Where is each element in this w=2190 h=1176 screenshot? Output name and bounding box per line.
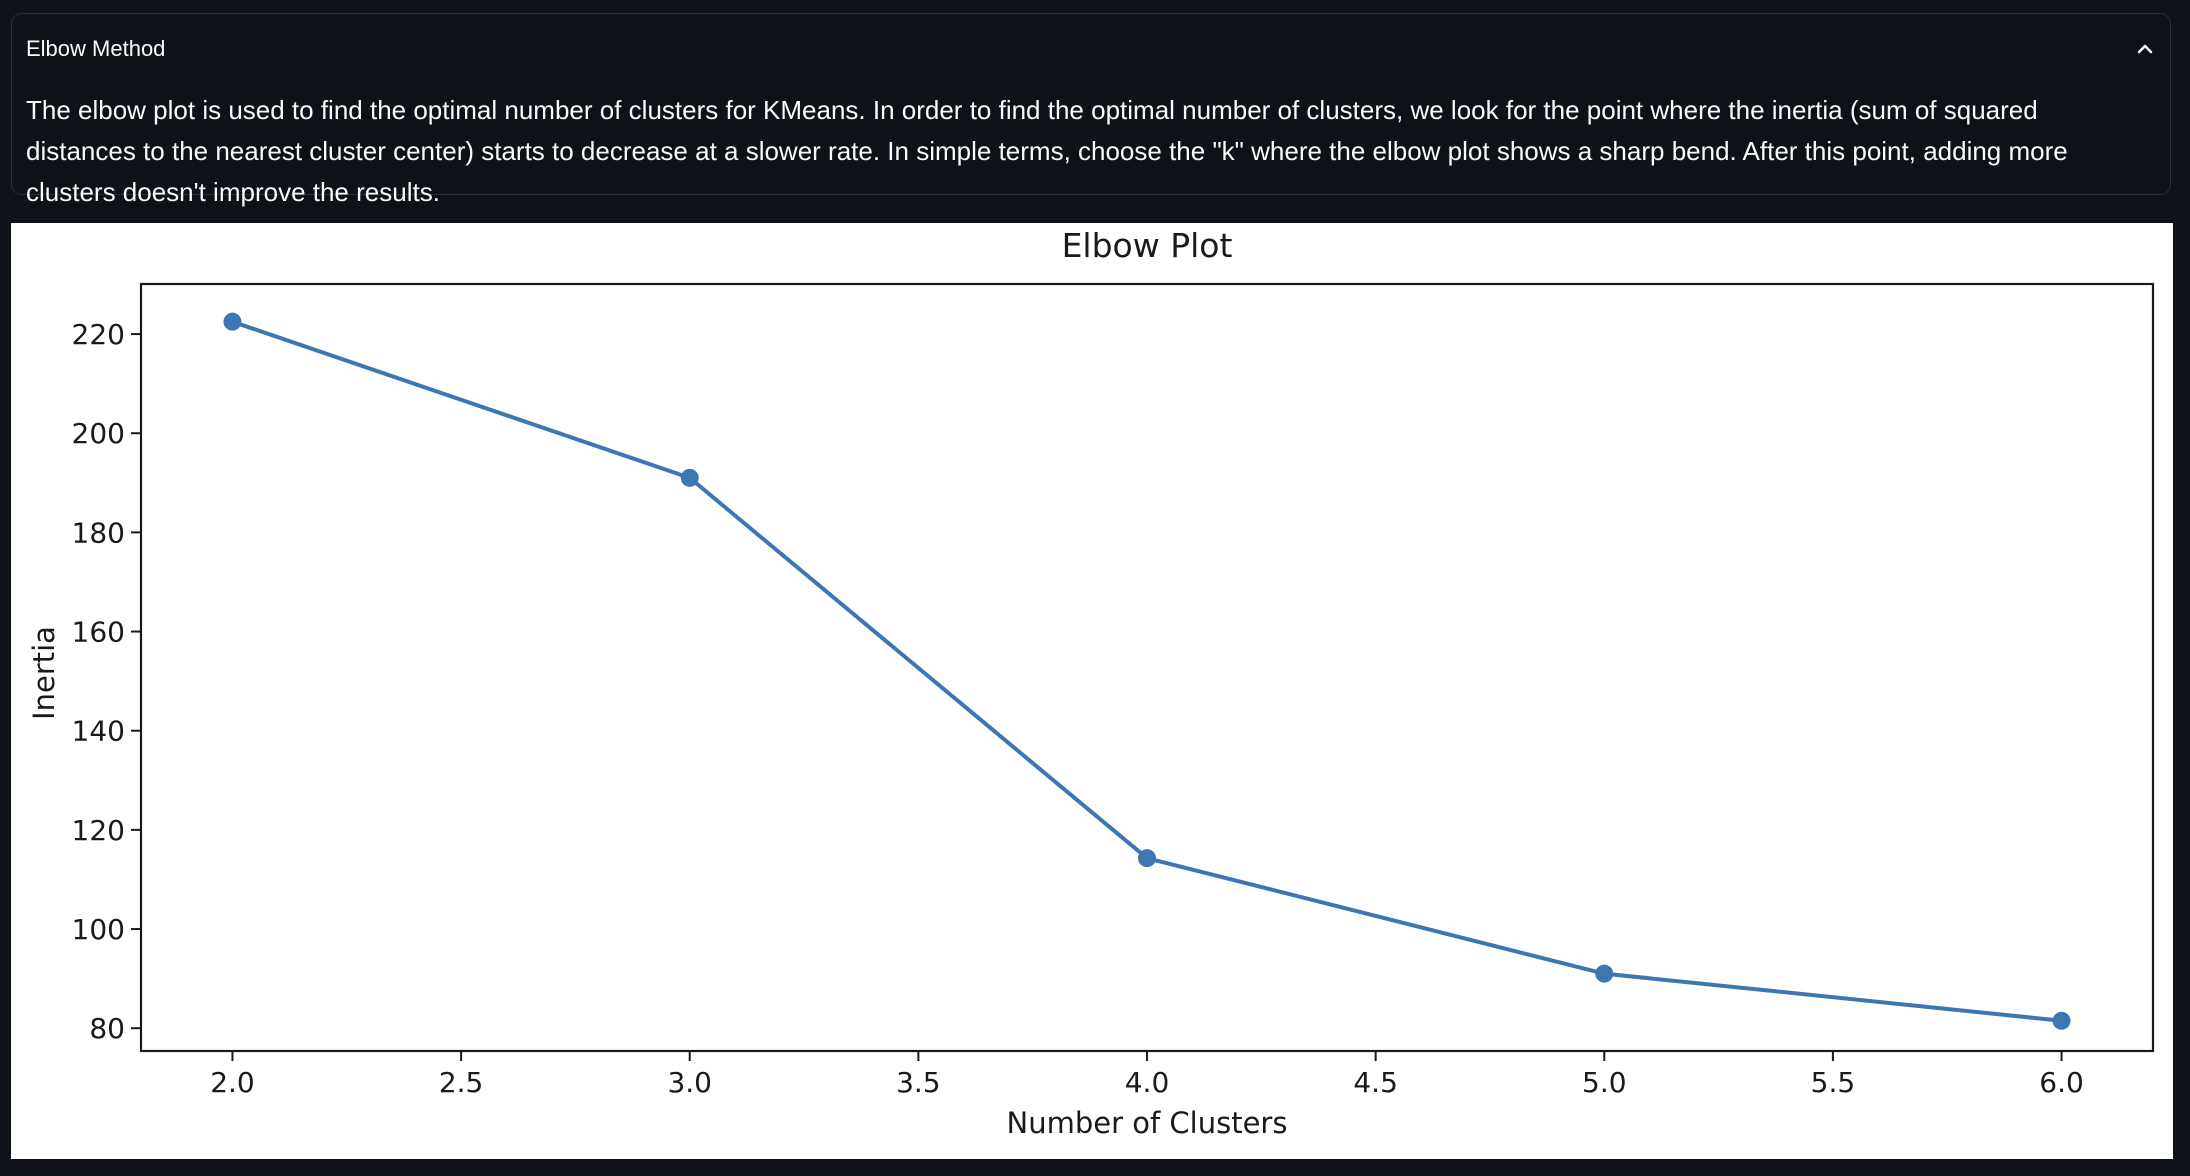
y-tick-label: 80 — [89, 1012, 125, 1045]
x-axis: 2.0 2.5 3.0 3.5 4.0 4.5 5.0 5.5 6.0 — [210, 1051, 2084, 1099]
chevron-up-icon[interactable] — [2132, 36, 2158, 62]
y-axis: 80 100 120 140 160 180 200 220 — [72, 318, 141, 1045]
x-tick-label: 3.5 — [896, 1066, 941, 1099]
data-point — [223, 312, 242, 331]
y-tick-label: 100 — [72, 913, 125, 946]
x-tick-label: 6.0 — [2039, 1066, 2084, 1099]
x-tick-label: 4.5 — [1353, 1066, 1398, 1099]
y-tick-label: 140 — [72, 715, 125, 748]
y-tick-label: 120 — [72, 814, 125, 847]
expander-title[interactable]: Elbow Method — [26, 36, 166, 61]
elbow-method-expander — [11, 13, 2171, 195]
data-point — [680, 468, 699, 487]
x-tick-label: 5.5 — [1811, 1066, 1856, 1099]
x-axis-label: Number of Clusters — [1007, 1106, 1288, 1140]
data-point — [1138, 849, 1156, 868]
y-tick-label: 180 — [72, 516, 125, 549]
inertia-series-line — [231, 319, 2062, 1023]
x-tick-label: 2.5 — [439, 1066, 484, 1099]
x-tick-label: 2.0 — [210, 1066, 255, 1099]
x-tick-label: 3.0 — [667, 1066, 712, 1099]
y-tick-label: 200 — [72, 417, 125, 450]
y-tick-label: 220 — [72, 318, 125, 351]
x-tick-label: 4.0 — [1125, 1066, 1170, 1099]
expander-description: The elbow plot is used to find the optim… — [26, 95, 2068, 207]
chart-title: Elbow Plot — [1062, 226, 1233, 265]
y-tick-label: 160 — [72, 616, 125, 649]
data-point — [1595, 964, 1614, 983]
plot-frame — [139, 282, 2155, 1053]
x-tick-label: 5.0 — [1582, 1066, 1627, 1099]
y-axis-label: Inertia — [27, 626, 61, 720]
data-points — [223, 312, 2071, 1030]
elbow-plot-figure: Elbow Plot 80 100 120 140 160 180 200 220 2.0 2.… — [11, 223, 2173, 1159]
data-point — [2052, 1011, 2071, 1030]
